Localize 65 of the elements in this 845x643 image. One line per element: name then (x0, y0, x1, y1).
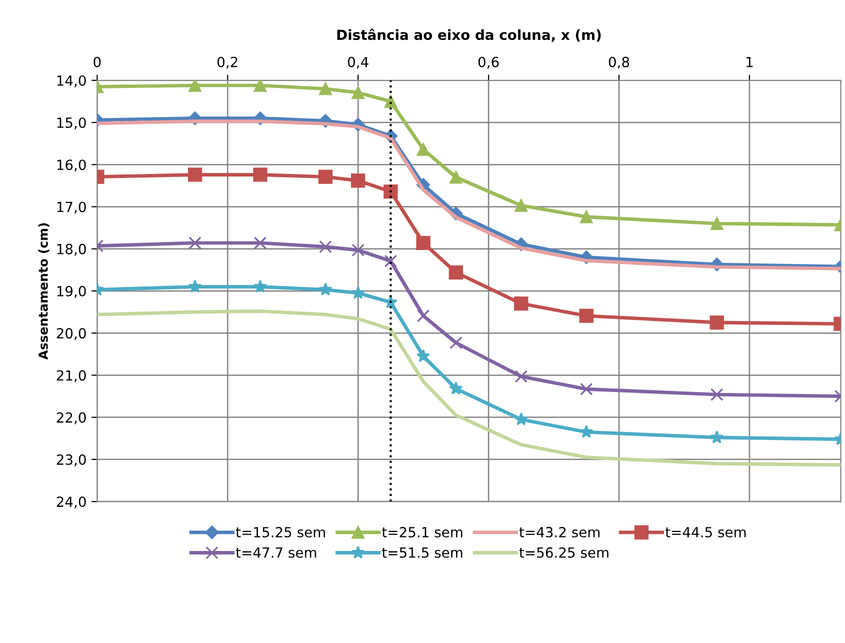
point (253, 280, 268, 293)
y-tick-label: 14,0 (57, 75, 86, 88)
point (384, 184, 398, 199)
point (514, 412, 528, 426)
point (450, 336, 462, 350)
point (448, 265, 464, 280)
point (514, 199, 528, 212)
point (253, 168, 268, 182)
point (254, 80, 267, 92)
y-tick-label: 16,0 (57, 160, 86, 172)
point (416, 236, 430, 250)
point (710, 430, 724, 444)
point (384, 254, 398, 268)
x-tick-label: 0,2 (218, 56, 238, 69)
legend-label: t=51.5 sem (382, 547, 462, 558)
y-tick-label: 17,0 (57, 202, 86, 214)
point (416, 349, 430, 362)
legend-label: t=44.5 sem (665, 527, 746, 538)
y-tick-label: 18,0 (57, 244, 86, 256)
point (318, 170, 333, 184)
y-tick-label: 21,0 (56, 370, 86, 382)
point (351, 174, 366, 188)
x-tick-label: 0 (94, 56, 101, 68)
point (352, 244, 364, 256)
point (710, 315, 724, 330)
x-tick-label: 0,4 (348, 56, 368, 69)
x-tick-label: 0,8 (608, 56, 630, 69)
point (580, 382, 593, 396)
point (449, 382, 463, 395)
point (188, 236, 202, 250)
x-tick-label: 1 (746, 56, 753, 68)
line-series (97, 309, 841, 467)
point (352, 86, 364, 99)
point (416, 143, 430, 156)
x-axis-title: Distância ao eixo da coluna, x (m) (337, 28, 601, 42)
point (188, 280, 202, 293)
y-tick-label: 19,0 (57, 286, 86, 298)
point (319, 82, 332, 96)
point (254, 236, 267, 250)
y-tick-label: 20,0 (56, 328, 86, 340)
y-tick-label: 22,0 (56, 412, 86, 424)
point (580, 210, 593, 224)
x-tick-label: 0,6 (478, 56, 499, 69)
point (710, 388, 724, 401)
point (351, 286, 365, 299)
point (580, 424, 594, 438)
point (710, 217, 724, 230)
point (514, 370, 528, 383)
y-tick-label: 24,0 (56, 496, 86, 508)
legend-label: t=47.7 sem (236, 547, 316, 558)
point (579, 308, 594, 323)
legend-label: t=25.1 sem (382, 526, 462, 538)
legend-label: t=56.25 sem (519, 547, 608, 558)
point (450, 170, 462, 184)
point (318, 282, 332, 296)
point (319, 240, 332, 254)
legend-label: t=43.2 sem (519, 526, 600, 538)
y-tick-label: 15,0 (57, 117, 86, 130)
point (514, 296, 528, 311)
y-tick-label: 23,0 (56, 454, 86, 466)
point (188, 168, 202, 182)
point (188, 80, 202, 92)
y-axis-title: Assentamento (cm) (38, 223, 50, 360)
legend-label: t=15.25 sem (236, 526, 325, 538)
point (416, 309, 430, 322)
